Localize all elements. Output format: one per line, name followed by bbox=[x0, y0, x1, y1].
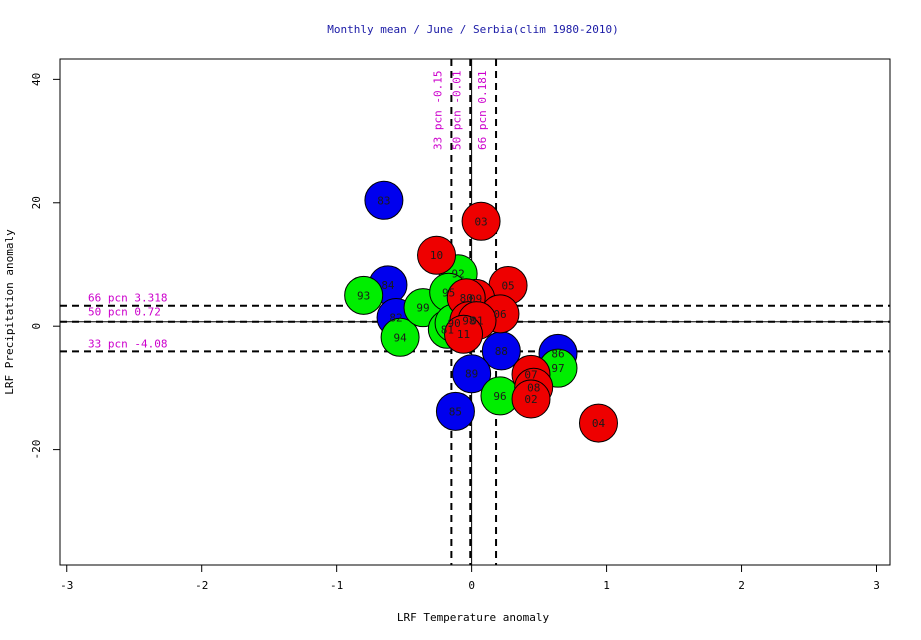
x-tick-label: 2 bbox=[738, 579, 745, 592]
point-label-96: 96 bbox=[493, 390, 506, 403]
x-axis-label: LRF Temperature anomaly bbox=[397, 611, 550, 624]
point-label-89: 89 bbox=[465, 368, 478, 381]
percentile-hlabel-2: 33 pcn -4.08 bbox=[88, 337, 167, 350]
y-axis-label: LRF Precipitation anomaly bbox=[3, 229, 16, 395]
point-label-94: 94 bbox=[393, 331, 407, 344]
point-label-08: 08 bbox=[527, 381, 540, 394]
point-label-93: 93 bbox=[357, 289, 370, 302]
point-93 bbox=[344, 275, 384, 315]
point-label-04: 04 bbox=[592, 417, 606, 430]
point-label-03: 03 bbox=[474, 215, 487, 228]
x-tick-label: 3 bbox=[873, 579, 880, 592]
point-label-98: 98 bbox=[462, 315, 475, 328]
point-89 bbox=[452, 354, 492, 394]
y-tick-label: 20 bbox=[30, 196, 43, 209]
y-tick-label: 0 bbox=[30, 323, 43, 330]
point-label-85: 85 bbox=[449, 405, 462, 418]
percentile-vlabel-1: 50 pcn -0.01 bbox=[450, 71, 463, 150]
point-label-05: 05 bbox=[501, 279, 514, 292]
percentile-hlabel-0: 66 pcn 3.318 bbox=[88, 292, 167, 305]
point-94 bbox=[380, 317, 420, 357]
point-label-84: 84 bbox=[381, 279, 395, 292]
x-axis: -3 -2 -1 0 1 2 3 bbox=[60, 564, 880, 592]
point-label-02: 02 bbox=[524, 393, 537, 406]
point-label-06: 06 bbox=[493, 308, 506, 321]
x-tick-label: 0 bbox=[468, 579, 475, 592]
point-label-82: 82 bbox=[389, 312, 402, 325]
x-tick-label: -2 bbox=[195, 579, 208, 592]
percentile-vlabel-2: 66 pcn 0.181 bbox=[476, 71, 489, 150]
point-85 bbox=[435, 391, 475, 431]
point-label-99: 99 bbox=[416, 302, 429, 315]
point-label-95: 95 bbox=[442, 286, 455, 299]
point-label-10: 10 bbox=[430, 249, 443, 262]
x-tick-label: -1 bbox=[330, 579, 343, 592]
point-label-88: 88 bbox=[495, 345, 508, 358]
point-02 bbox=[511, 379, 551, 419]
point-label-01: 01 bbox=[470, 315, 483, 328]
point-03 bbox=[461, 201, 501, 241]
x-tick-label: 1 bbox=[603, 579, 610, 592]
y-axis: -20 0 20 40 bbox=[30, 73, 61, 460]
point-04 bbox=[578, 403, 618, 443]
y-tick-label: -20 bbox=[30, 440, 43, 460]
percentile-hlabel-1: 50 pcn 0.72 bbox=[88, 306, 161, 319]
point-label-81: 81 bbox=[441, 323, 454, 336]
point-label-11: 11 bbox=[457, 328, 470, 341]
point-label-97: 97 bbox=[551, 362, 564, 375]
point-10 bbox=[417, 235, 457, 275]
point-label-90: 90 bbox=[447, 317, 460, 330]
y-tick-label: 40 bbox=[30, 73, 43, 86]
point-label-07: 07 bbox=[524, 368, 537, 381]
point-label-86: 86 bbox=[551, 347, 564, 360]
point-label-09: 09 bbox=[469, 292, 482, 305]
percentile-lines: 33 pcn -0.15 50 pcn -0.01 66 pcn 0.181 66 p… bbox=[60, 59, 890, 565]
x-tick-label: -3 bbox=[60, 579, 73, 592]
point-label-83: 83 bbox=[377, 194, 390, 207]
chart-title: Monthly mean / June / Serbia(clim 1980-2… bbox=[327, 23, 618, 36]
point-11 bbox=[444, 314, 484, 354]
point-label-80: 80 bbox=[460, 292, 473, 305]
point-83 bbox=[364, 180, 404, 220]
point-label-92: 92 bbox=[452, 268, 465, 281]
percentile-vlabel-0: 33 pcn -0.15 bbox=[431, 71, 444, 150]
